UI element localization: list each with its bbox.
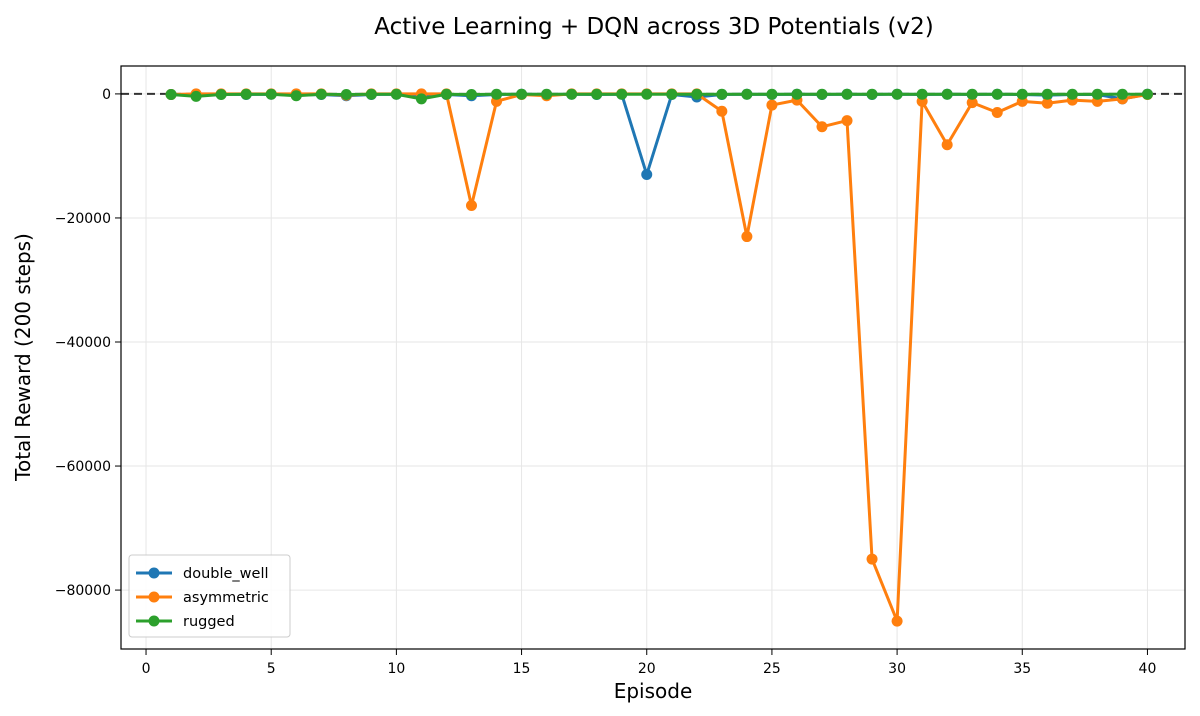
data-point bbox=[766, 88, 778, 100]
data-point bbox=[415, 93, 427, 105]
data-point bbox=[215, 89, 227, 101]
y-axis-label: Total Reward (200 steps) bbox=[11, 233, 35, 482]
data-point bbox=[741, 88, 753, 100]
data-point bbox=[716, 105, 728, 117]
data-point bbox=[541, 88, 553, 100]
data-point bbox=[941, 88, 953, 100]
legend-label: asymmetric bbox=[183, 590, 269, 606]
data-point bbox=[290, 90, 302, 102]
data-point bbox=[816, 121, 828, 133]
legend-label: rugged bbox=[183, 614, 235, 630]
data-point bbox=[591, 88, 603, 100]
data-point bbox=[1091, 88, 1103, 100]
data-point bbox=[916, 88, 928, 100]
data-point bbox=[516, 88, 528, 100]
series-layer bbox=[165, 88, 1153, 627]
chart-title: Active Learning + DQN across 3D Potentia… bbox=[374, 14, 933, 40]
legend: double_well asymmetric rugged bbox=[128, 554, 291, 638]
legend-box bbox=[128, 554, 291, 638]
data-point bbox=[1066, 88, 1078, 100]
data-point bbox=[816, 88, 828, 100]
data-point bbox=[741, 231, 753, 243]
y-tick-label: 0 bbox=[102, 87, 111, 103]
x-tick-label: 30 bbox=[888, 661, 906, 677]
series-rugged bbox=[165, 88, 1153, 105]
legend-item-rugged: rugged bbox=[136, 614, 235, 630]
data-point bbox=[616, 88, 628, 100]
data-point bbox=[1141, 88, 1153, 100]
data-point bbox=[1116, 88, 1128, 100]
y-tick-label: −20000 bbox=[55, 211, 111, 227]
data-point bbox=[716, 88, 728, 100]
legend-label: double_well bbox=[183, 566, 269, 582]
data-point bbox=[491, 88, 503, 100]
x-tick-label: 0 bbox=[142, 661, 151, 677]
data-point bbox=[991, 88, 1003, 100]
data-point bbox=[265, 88, 277, 100]
legend-item-double-well: double_well bbox=[136, 566, 269, 582]
data-point bbox=[190, 90, 202, 102]
x-axis-label: Episode bbox=[614, 679, 693, 703]
data-point bbox=[465, 89, 477, 101]
data-point bbox=[465, 200, 477, 212]
data-point bbox=[866, 88, 878, 100]
data-point bbox=[566, 88, 578, 100]
data-point bbox=[891, 88, 903, 100]
series-line bbox=[170, 92, 1148, 101]
data-point bbox=[390, 88, 402, 100]
data-point bbox=[1016, 88, 1028, 100]
data-point bbox=[941, 139, 953, 151]
data-point bbox=[791, 88, 803, 100]
x-tick-label: 15 bbox=[513, 661, 531, 677]
y-tick-label: −80000 bbox=[55, 583, 111, 599]
data-point bbox=[1041, 88, 1053, 100]
data-point bbox=[891, 615, 903, 627]
data-point bbox=[641, 88, 653, 100]
data-point bbox=[315, 88, 327, 100]
plot-border bbox=[120, 65, 1186, 650]
data-point bbox=[766, 99, 778, 111]
x-tick-label: 5 bbox=[267, 661, 276, 677]
legend-swatch-marker bbox=[148, 615, 160, 627]
data-point bbox=[165, 89, 177, 101]
data-point bbox=[966, 88, 978, 100]
legend-swatch-marker bbox=[148, 567, 160, 579]
y-tick-label: −60000 bbox=[55, 459, 111, 475]
data-point bbox=[340, 89, 352, 101]
legend-swatch-marker bbox=[148, 591, 160, 603]
plot-area bbox=[121, 66, 1185, 649]
x-tick-label: 40 bbox=[1139, 661, 1157, 677]
data-point bbox=[240, 88, 252, 100]
data-point bbox=[1041, 97, 1053, 109]
data-point bbox=[666, 88, 678, 100]
data-point bbox=[440, 88, 452, 100]
x-tick-label: 25 bbox=[763, 661, 781, 677]
data-point bbox=[966, 97, 978, 109]
axis-ticks: 0 5 10 15 20 25 30 35 40 0 −20000 −40000 −60000 −8000… bbox=[55, 87, 1157, 677]
data-point bbox=[841, 88, 853, 100]
data-point bbox=[841, 115, 853, 127]
data-point bbox=[991, 107, 1003, 119]
x-tick-label: 10 bbox=[387, 661, 405, 677]
x-tick-label: 35 bbox=[1013, 661, 1031, 677]
data-point bbox=[365, 88, 377, 100]
data-point bbox=[641, 169, 653, 181]
y-tick-label: −40000 bbox=[55, 335, 111, 351]
data-point bbox=[691, 88, 703, 100]
legend-item-asymmetric: asymmetric bbox=[136, 590, 269, 606]
data-point bbox=[866, 553, 878, 565]
x-tick-label: 20 bbox=[638, 661, 656, 677]
